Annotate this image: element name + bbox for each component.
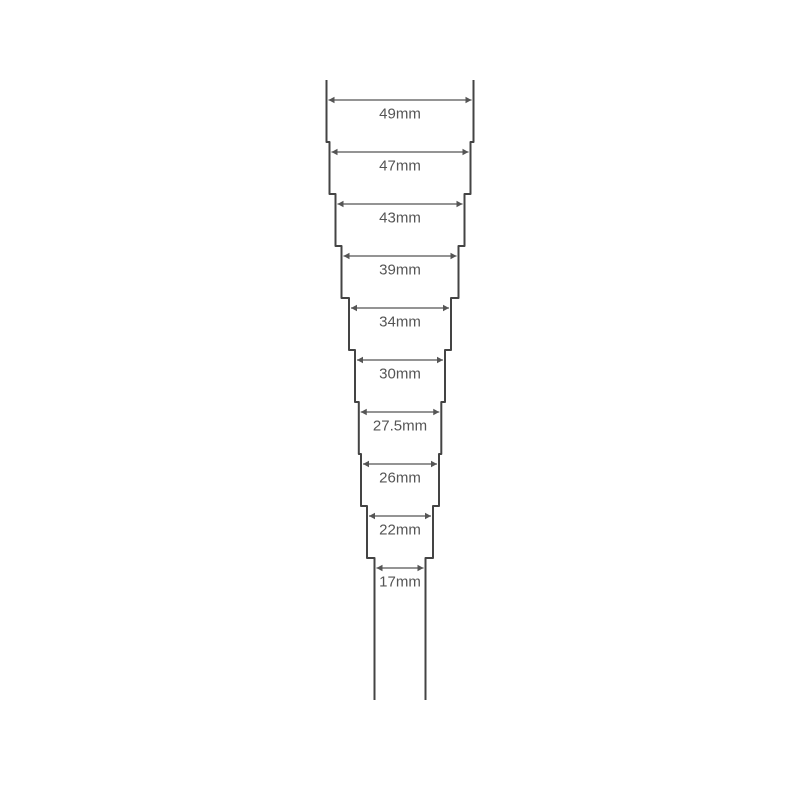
arrow-left-icon [377,565,383,572]
arrow-right-icon [463,149,469,156]
arrow-left-icon [363,461,369,468]
arrow-right-icon [418,565,424,572]
dimension-label: 26mm [379,470,421,487]
outline-left [327,80,375,700]
arrow-right-icon [451,253,457,260]
dimension-label: 34mm [379,314,421,331]
dimension-label: 39mm [379,262,421,279]
dimension-label: 43mm [379,210,421,227]
outline-right [426,80,474,700]
arrow-right-icon [431,461,437,468]
arrow-left-icon [351,305,357,312]
arrow-left-icon [332,149,338,156]
dimension-label: 17mm [379,574,421,591]
arrow-left-icon [357,357,363,364]
arrow-right-icon [457,201,463,208]
arrow-left-icon [361,409,367,416]
arrow-right-icon [443,305,449,312]
arrow-left-icon [369,513,375,520]
arrow-right-icon [425,513,431,520]
arrow-right-icon [437,357,443,364]
arrow-right-icon [466,97,472,104]
dimension-label: 30mm [379,366,421,383]
arrow-right-icon [433,409,439,416]
arrow-left-icon [329,97,335,104]
arrow-left-icon [338,201,344,208]
dimension-label: 27.5mm [373,418,427,435]
dimension-label: 47mm [379,158,421,175]
diagram-stage: 49mm 47mm 43mm 39mm 34mm 30mm 27.5mm 26mm 22mm 17… [0,0,800,800]
arrow-left-icon [344,253,350,260]
dimension-label: 49mm [379,106,421,123]
dimension-label: 22mm [379,522,421,539]
